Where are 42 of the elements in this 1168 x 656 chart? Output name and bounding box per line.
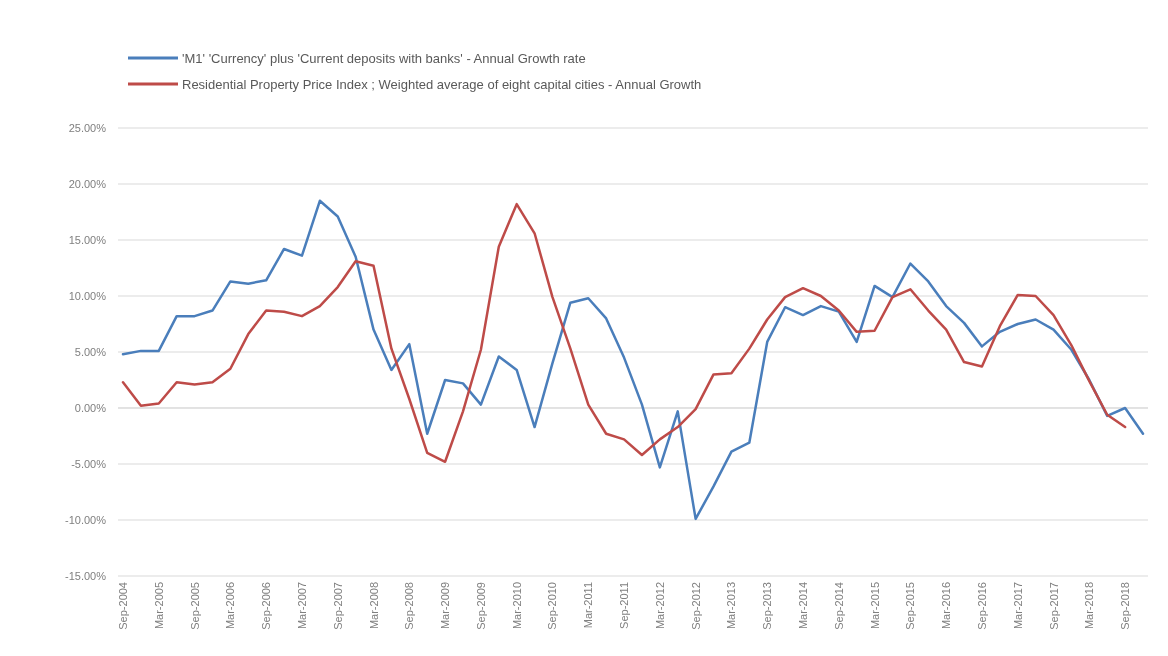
x-tick-label: Mar-2012 <box>653 582 666 630</box>
y-tick-label: 0.00% <box>74 401 107 414</box>
x-tick-label: Mar-2007 <box>295 582 308 630</box>
x-tick-label: Sep-2013 <box>761 582 774 630</box>
x-tick-label: Mar-2014 <box>797 582 809 630</box>
y-tick-label: 25.00% <box>68 121 107 134</box>
x-tick-label: Mar-2016 <box>940 582 953 630</box>
y-tick-label: -10.00% <box>65 513 107 526</box>
y-tick-label: 5.00% <box>74 345 107 358</box>
line-series <box>121 202 1127 464</box>
x-tick-label: Sep-2014 <box>832 582 845 630</box>
y-tick-label: 20.00% <box>68 177 107 190</box>
x-tick-label: Sep-2004 <box>117 582 129 630</box>
x-tick-label: Mar-2018 <box>1083 582 1096 630</box>
x-tick-label: Mar-2005 <box>152 582 165 630</box>
x-tick-label: Mar-2013 <box>725 582 738 630</box>
x-tick-label: Sep-2018 <box>1119 582 1132 630</box>
line-series <box>121 199 1145 521</box>
x-tick-label: Mar-2006 <box>224 582 237 630</box>
x-tick-label: Sep-2017 <box>1047 582 1060 630</box>
x-tick-label: Mar-2008 <box>367 582 380 630</box>
x-tick-label: Sep-2012 <box>689 582 702 630</box>
legend-label: 'M1' 'Currency' plus 'Current deposits with banks' - Annual Growth rate <box>182 50 586 66</box>
x-tick-label: Mar-2017 <box>1011 582 1024 630</box>
x-tick-label: Sep-2008 <box>403 582 416 630</box>
x-tick-label: Sep-2006 <box>260 582 273 630</box>
y-tick-label: -5.00% <box>71 457 107 470</box>
y-tick-label: 15.00% <box>68 233 107 246</box>
x-tick-label: Mar-2009 <box>439 582 452 630</box>
x-tick-label: Mar-2011 <box>582 582 595 629</box>
x-tick-label: Sep-2009 <box>474 582 487 630</box>
x-tick-label: Sep-2010 <box>546 582 559 630</box>
x-tick-label: Sep-2005 <box>188 582 201 630</box>
x-tick-label: Sep-2015 <box>904 582 917 630</box>
x-tick-label: Mar-2015 <box>868 582 881 630</box>
y-tick-label: 10.00% <box>68 289 107 302</box>
x-tick-label: Mar-2010 <box>510 582 523 630</box>
legend-label: Residential Property Price Index ; Weighted average of eight capital cities - Annual Growth <box>182 76 702 92</box>
y-tick-label: -15.00% <box>65 569 107 582</box>
x-tick-label: Sep-2016 <box>975 582 988 630</box>
x-tick-label: Sep-2011 <box>618 582 631 629</box>
x-tick-label: Sep-2007 <box>331 582 344 630</box>
